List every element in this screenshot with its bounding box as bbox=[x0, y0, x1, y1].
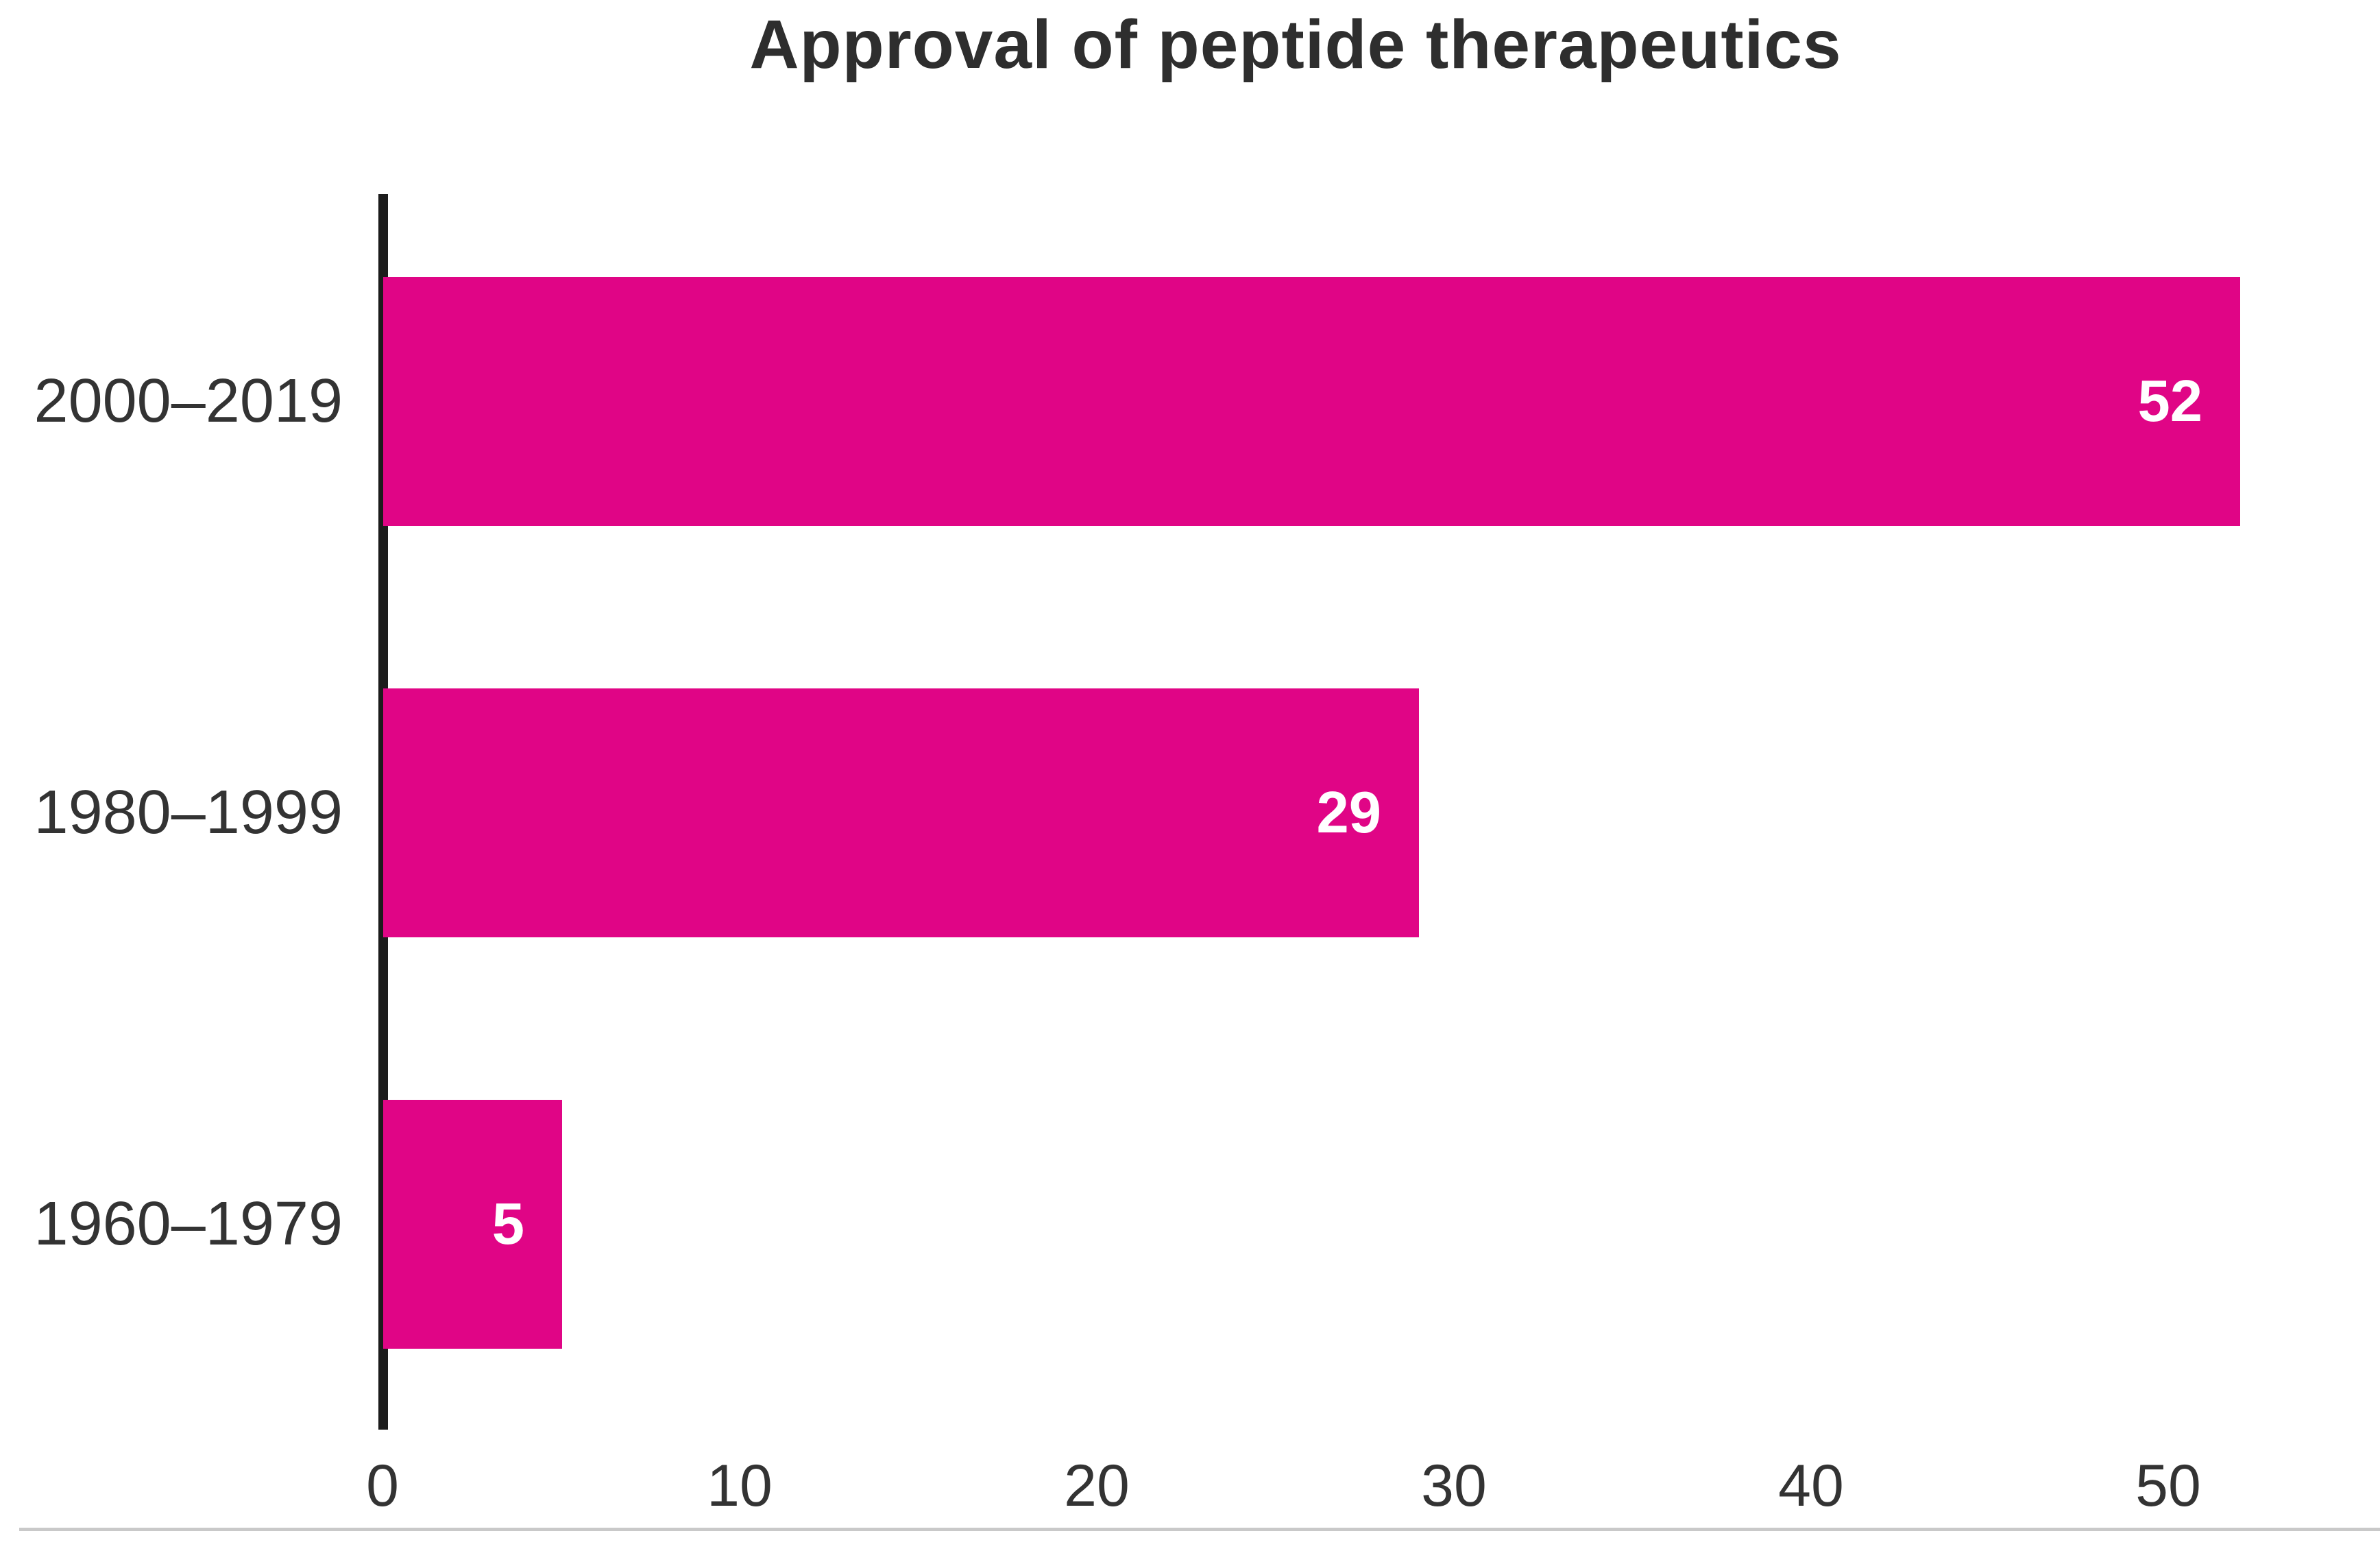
bar: 5 bbox=[383, 1100, 562, 1349]
category-label: 1980–1999 bbox=[34, 778, 343, 847]
category-label: 1960–1979 bbox=[34, 1190, 343, 1258]
bar: 52 bbox=[383, 277, 2240, 526]
bottom-divider bbox=[19, 1528, 2380, 1531]
bar-value-label: 29 bbox=[1316, 780, 1381, 845]
x-tick-label: 40 bbox=[1778, 1453, 1844, 1519]
bar: 29 bbox=[383, 688, 1419, 937]
bar-value-label: 52 bbox=[2137, 369, 2202, 434]
chart-title: Approval of peptide therapeutics bbox=[749, 6, 1842, 83]
x-tick-label: 30 bbox=[1421, 1453, 1487, 1519]
x-tick-label: 50 bbox=[2135, 1453, 2201, 1519]
x-tick-label: 10 bbox=[707, 1453, 773, 1519]
bar-value-label: 5 bbox=[491, 1192, 524, 1257]
x-tick-label: 0 bbox=[366, 1453, 399, 1519]
category-label: 2000–2019 bbox=[34, 367, 343, 435]
x-tick-label: 20 bbox=[1064, 1453, 1130, 1519]
